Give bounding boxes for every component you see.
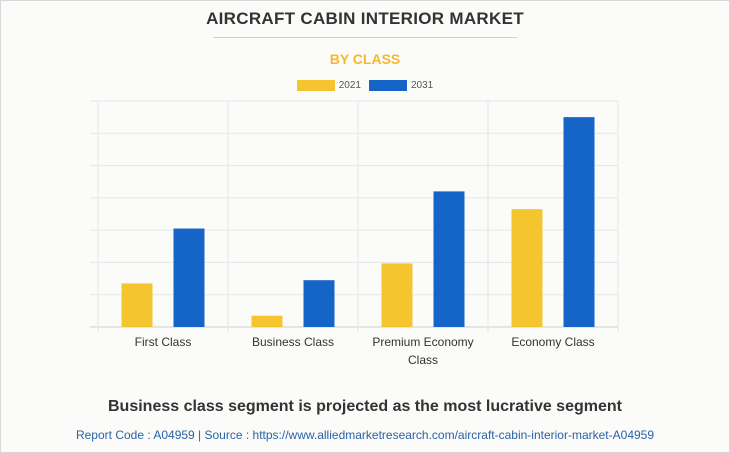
chart-title: AIRCRAFT CABIN INTERIOR MARKET: [206, 9, 524, 28]
bar-2031-economy-class: [563, 117, 595, 328]
bar-2021-first-class: [121, 283, 153, 327]
x-tick-label: First Class: [135, 335, 192, 349]
x-tick-label: Class: [408, 353, 438, 367]
legend-item-2021: 2021: [296, 80, 361, 91]
chart-subtitle: BY CLASS: [329, 51, 401, 67]
bar-2021-economy-class: [511, 209, 543, 327]
x-tick-label: Premium Economy: [372, 335, 473, 349]
legend-label-2021: 2021: [338, 80, 361, 91]
bar-2021-premium-economy-class: [381, 263, 413, 327]
footer-source: Report Code : A04959 | Source : https://…: [75, 428, 655, 442]
bar-2031-premium-economy-class: [433, 191, 465, 327]
legend-swatch-2031: [369, 80, 407, 91]
legend: 2021 2031: [0, 80, 730, 91]
legend-label-2031: 2031: [411, 80, 434, 91]
x-tick-label: Business Class: [252, 335, 334, 349]
x-tick-label: Economy Class: [511, 335, 594, 349]
bar-2031-first-class: [173, 228, 205, 327]
legend-item-2031: 2031: [369, 80, 433, 91]
title-divider: [213, 37, 517, 38]
footer-headline: Business class segment is projected as t…: [108, 398, 622, 415]
bar-2021-business-class: [251, 315, 283, 327]
legend-swatch-2021: [296, 80, 335, 91]
bar-2031-business-class: [303, 280, 335, 327]
